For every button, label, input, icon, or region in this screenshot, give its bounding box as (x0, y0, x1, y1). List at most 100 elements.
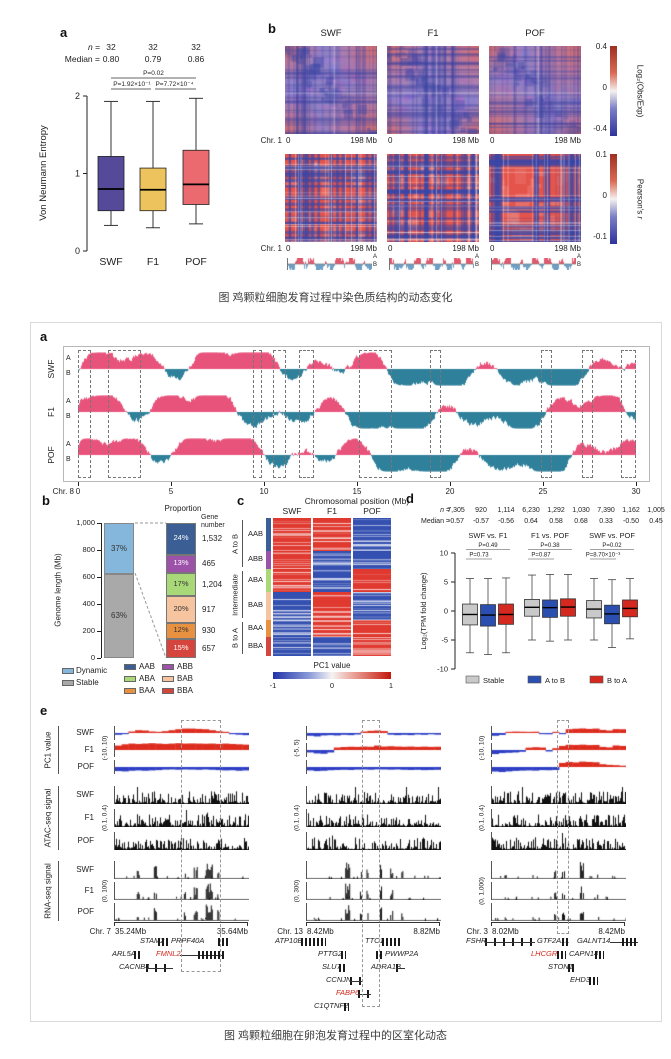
heat-cell-BAA-POF (353, 620, 391, 637)
legend-swatch-BAA (124, 688, 136, 694)
colorbar-obsexp-title: Log₂(Obs/Exp) (635, 65, 645, 117)
compartment-frame (63, 346, 650, 482)
y-axis-title: Von Neumann Entropy (38, 125, 49, 221)
gene-label-LHCGR: LHCGR (531, 949, 558, 958)
fig2-panel-a-label: a (40, 329, 48, 344)
compartment-track-SWF (78, 352, 636, 386)
gene-glyph-EHD3 (589, 977, 598, 985)
rna-range-label: (0, 300) (293, 879, 301, 903)
locus-axis-tick (247, 922, 248, 926)
y-axis-title: Log₂(TPM fold change) (419, 572, 428, 650)
proportion-segment-ABA (166, 573, 196, 596)
row-label-POF: POF (77, 762, 94, 771)
rna-range-label: (0, 100) (101, 879, 109, 903)
p-top: P=0.38 (540, 543, 560, 549)
bar-connectors (134, 522, 167, 659)
x-start-label: 0 (286, 136, 291, 145)
y-tick-label: 2 (75, 91, 80, 101)
p-top: P=0.02 (143, 70, 164, 77)
heat-cell-AAB-F1 (313, 518, 351, 551)
colorbar-tick: -0.4 (593, 124, 607, 133)
pc1-range-label: (-5, 5) (293, 739, 301, 757)
heat-cell-ABA-SWF (273, 569, 311, 592)
gene-label-FSHR: FSHR (466, 936, 487, 945)
locus-chr-label: Chr. 3 (466, 927, 488, 936)
compartment-a-label: A (66, 441, 71, 448)
group-label-F1: F1 (147, 256, 159, 268)
heat-cell-BBA-F1 (313, 637, 351, 656)
row-label-F1: F1 (84, 745, 94, 754)
heat-row-label-BBA: BBA (247, 640, 263, 650)
proportion-segment-BAB (166, 596, 196, 623)
legend-label-BBA: BBA (177, 686, 194, 695)
locus-chr-label: Chr. 13 (277, 927, 303, 936)
n-value: 920 (475, 507, 487, 514)
colorbar-tick: 0 (602, 83, 607, 92)
n-value: 7,305 (447, 507, 465, 514)
gene-label-CACNB4: CACNB4 (119, 962, 150, 971)
heat-row-label-ABB: ABB (247, 554, 263, 563)
p-bottom: P=8.70×10⁻³ (586, 553, 621, 559)
gene-label-CCNJN: CCNJN (326, 975, 352, 984)
highlight-region (429, 350, 441, 478)
median-value: -0.50 (623, 518, 639, 525)
hic-obsexp-POF (489, 46, 581, 134)
heat-group-bracket (242, 622, 243, 654)
group-label-SWF: SWF (99, 256, 122, 268)
heat-cell-BBA-POF (353, 637, 391, 656)
chr-label: Chr. 1 (260, 244, 282, 253)
colorbar-tick: -0.1 (593, 232, 607, 241)
hic-col-title-POF: POF (525, 28, 545, 39)
hic-pearson-POF (489, 154, 581, 242)
legend-swatch-A to B (527, 675, 542, 684)
genome-length-ylabel: Genome length (Mb) (53, 553, 63, 627)
gene-glyph-CACNB4 (146, 964, 173, 972)
legend-swatch-Stable (465, 675, 480, 684)
rna-track-SWF-col1 (306, 861, 441, 879)
highlight-region (299, 350, 315, 478)
pc1-track-POF-col1 (306, 760, 441, 774)
rna-track-F1-col1 (306, 882, 441, 900)
highlight-region (358, 350, 393, 478)
gene-label-ADRA1B: ADRA1B (371, 962, 402, 971)
bar-pct-label: 63% (110, 611, 128, 620)
median-value: -0.56 (498, 518, 514, 525)
rna-track-POF-col2 (491, 903, 626, 921)
x-tick-label: 20 (445, 487, 455, 496)
atac-range-label: (0.1, 0.4) (293, 804, 301, 832)
colorbar-pearson-title: Pearson's r (635, 179, 645, 219)
median-value: -0.57 (448, 518, 464, 525)
compartment-track-F1 (78, 395, 636, 429)
row-label-SWF: SWF (76, 865, 94, 874)
compartment-track-POF (78, 438, 636, 472)
group-title: SWF vs. F1 (468, 531, 507, 540)
segment-pct-label: 20% (173, 603, 189, 613)
legend-swatch-B to A (589, 675, 604, 684)
gene-label-C1QTNF2: C1QTNF2 (314, 1001, 349, 1010)
pc1-track-SWF-col2 (491, 726, 626, 740)
colorbar-tick: 0 (602, 191, 607, 200)
segment-pct-label: 15% (173, 642, 189, 652)
n-value: 32 (148, 42, 158, 52)
x-tick (78, 482, 79, 486)
median-value: 0.33 (599, 518, 613, 525)
x-start-label: 0 (286, 244, 291, 253)
hic-pearson-SWF (285, 154, 377, 242)
y-tick-label: 10 (440, 549, 448, 558)
hic-col-title-F1: F1 (427, 28, 439, 39)
atac-track-POF-col2 (491, 832, 626, 850)
fig2-panel-d-label: d (406, 491, 414, 506)
locus-axis-tick (439, 922, 440, 926)
legend-swatch-BBA (162, 688, 174, 694)
gene-glyph-STON1 (568, 964, 576, 972)
chr8-label: Chr. 8 (52, 487, 74, 496)
heat-cell-BAB-F1 (313, 592, 351, 620)
gene-label-GTF2A1L: GTF2A1L (537, 936, 570, 945)
gene-glyph-CAPN14 (595, 951, 604, 959)
ab-a-label: A (475, 254, 480, 260)
atac-range-label: (0.1, 0.4) (101, 804, 109, 832)
median-value: 0.68 (574, 518, 588, 525)
heat-cell-ABA-F1 (313, 569, 351, 592)
legend-label-BAB: BAB (177, 674, 194, 683)
